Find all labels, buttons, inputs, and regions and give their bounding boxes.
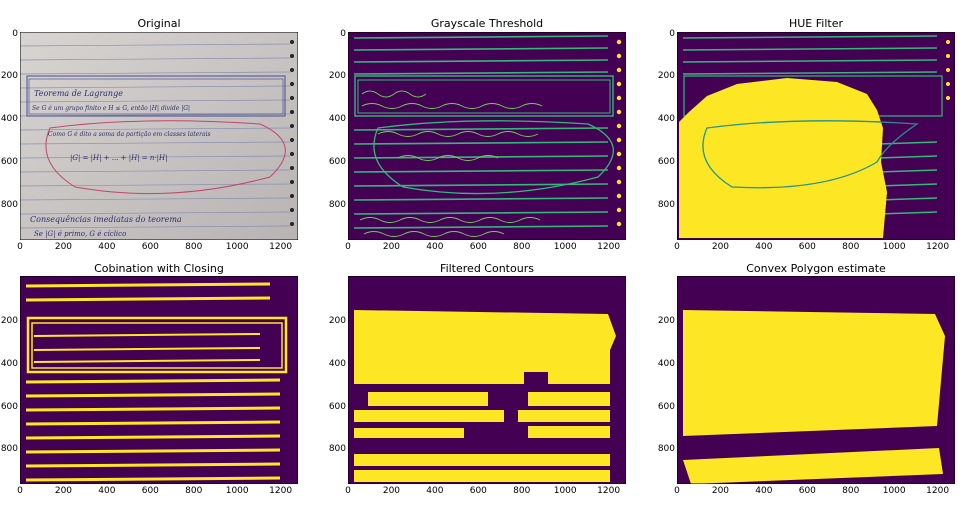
ytick-top2-200: 200 — [328, 71, 346, 81]
xtick-r1-c0-200: 200 — [54, 486, 73, 496]
hw-line5: Consequências imediatas do teorema — [30, 215, 182, 224]
ytick-bot3-600: 600 — [657, 402, 675, 412]
ytick-bot2-800: 800 — [328, 444, 346, 454]
xtick-r1-c2-800: 800 — [842, 486, 860, 496]
xtick-r1-c1-1000: 1000 — [553, 486, 577, 496]
ytick-bot2-400: 400 — [328, 359, 346, 369]
xtick-r1-c1-600: 600 — [469, 486, 487, 496]
hw-line6: Se |G| é primo, G é cíclico — [34, 230, 126, 238]
hw-line3: Como G é dito a soma da partição em clas… — [48, 131, 211, 138]
ytick-top2-800: 800 — [328, 200, 346, 210]
panel-title-closing: Cobination with Closing — [94, 262, 224, 275]
xtick-r0-c1-0: 0 — [345, 242, 351, 252]
xtick-r0-c2-800: 800 — [842, 242, 860, 252]
xtick-r1-c1-1200: 1200 — [597, 486, 621, 496]
ytick-bot1-200: 200 — [0, 316, 18, 326]
xtick-r1-c0-1200: 1200 — [269, 486, 293, 496]
panel-title-grayscale: Grayscale Threshold — [430, 17, 544, 30]
grayscale-image — [348, 32, 626, 240]
xtick-r1-c2-0: 0 — [674, 486, 680, 496]
xtick-r0-c1-1200: 1200 — [597, 242, 621, 252]
panel-title-hue: HUE Filter — [788, 17, 843, 30]
xtick-r0-c0-600: 600 — [141, 242, 159, 252]
xtick-r1-c2-600: 600 — [798, 486, 816, 496]
xtick-r1-c1-400: 400 — [426, 486, 444, 496]
xtick-r0-c0-1000: 1000 — [225, 242, 249, 252]
xtick-r1-c1-200: 200 — [382, 486, 401, 496]
xtick-r1-c1-800: 800 — [513, 486, 531, 496]
xtick-r0-c0-1200: 1200 — [269, 242, 293, 252]
xtick-r0-c2-400: 400 — [755, 242, 773, 252]
convex-image — [677, 276, 955, 484]
ytick-top2-600: 600 — [328, 157, 346, 167]
xtick-r0-c0-800: 800 — [185, 242, 203, 252]
hw-line4: |G| = |H| + ... + |H| = n·|H| — [70, 154, 167, 162]
panel-title-convex: Convex Polygon estimate — [746, 262, 886, 275]
xtick-r0-c0-400: 400 — [98, 242, 116, 252]
ytick-top3-0: 0 — [669, 29, 675, 39]
xtick-r0-c1-1000: 1000 — [553, 242, 577, 252]
xtick-r0-c2-1200: 1200 — [926, 242, 950, 252]
ytick-top2-400: 400 — [328, 114, 346, 124]
contours-image — [348, 276, 626, 484]
ytick-bot3-800: 800 — [657, 444, 675, 454]
panel-title-contours: Filtered Contours — [440, 262, 534, 275]
xtick-r0-c0-200: 200 — [54, 242, 73, 252]
xtick-r0-c2-200: 200 — [711, 242, 730, 252]
ytick-top3-800: 800 — [657, 200, 675, 210]
panel-hue — [677, 32, 955, 240]
xtick-r1-c0-400: 400 — [98, 486, 116, 496]
closing-image — [20, 276, 298, 484]
xtick-r0-c1-600: 600 — [469, 242, 487, 252]
ytick-top2-0: 0 — [340, 29, 346, 39]
ytick-bot2-600: 600 — [328, 402, 346, 412]
xtick-r1-c0-600: 600 — [141, 486, 159, 496]
xtick-r0-c2-0: 0 — [674, 242, 680, 252]
xtick-r1-c0-0: 0 — [17, 486, 23, 496]
ytick-bot3-400: 400 — [657, 359, 675, 369]
ytick-top3-600: 600 — [657, 157, 675, 167]
xtick-r0-c2-1000: 1000 — [882, 242, 906, 252]
panel-contours — [348, 276, 626, 484]
original-photo: Teorema de Lagrange Se G é um grupo fini… — [20, 32, 298, 240]
xtick-r1-c2-400: 400 — [755, 486, 773, 496]
xtick-r0-c2-600: 600 — [798, 242, 816, 252]
panel-grayscale — [348, 32, 626, 240]
xtick-r1-c2-1000: 1000 — [882, 486, 906, 496]
hue-image — [677, 32, 955, 240]
ytick-top1-400: 400 — [0, 114, 18, 124]
ytick-top1-0: 0 — [12, 29, 18, 39]
ytick-top1-200: 200 — [0, 71, 18, 81]
panel-convex — [677, 276, 955, 484]
ytick-bot1-800: 800 — [0, 444, 18, 454]
xtick-r1-c2-1200: 1200 — [926, 486, 950, 496]
ytick-bot2-200: 200 — [328, 316, 346, 326]
xtick-r1-c1-0: 0 — [345, 486, 351, 496]
ytick-bot3-200: 200 — [657, 316, 675, 326]
ytick-bot1-600: 600 — [0, 402, 18, 412]
ytick-top3-200: 200 — [657, 71, 675, 81]
panel-closing — [20, 276, 298, 484]
xtick-r0-c0-0: 0 — [17, 242, 23, 252]
ytick-top1-600: 600 — [0, 157, 18, 167]
ytick-top1-800: 800 — [0, 200, 18, 210]
panel-original: Teorema de Lagrange Se G é um grupo fini… — [20, 32, 298, 240]
ytick-top3-400: 400 — [657, 114, 675, 124]
xtick-r1-c0-1000: 1000 — [225, 486, 249, 496]
xtick-r1-c2-200: 200 — [711, 486, 730, 496]
panel-title-original: Original — [137, 17, 181, 30]
xtick-r1-c0-800: 800 — [185, 486, 203, 496]
xtick-r0-c1-800: 800 — [513, 242, 531, 252]
hw-line1: Teorema de Lagrange — [34, 89, 123, 98]
xtick-r0-c1-400: 400 — [426, 242, 444, 252]
xtick-r0-c1-200: 200 — [382, 242, 401, 252]
ytick-bot1-400: 400 — [0, 359, 18, 369]
hw-line2: Se G é um grupo finito e H ≤ G, então |H… — [32, 105, 190, 112]
